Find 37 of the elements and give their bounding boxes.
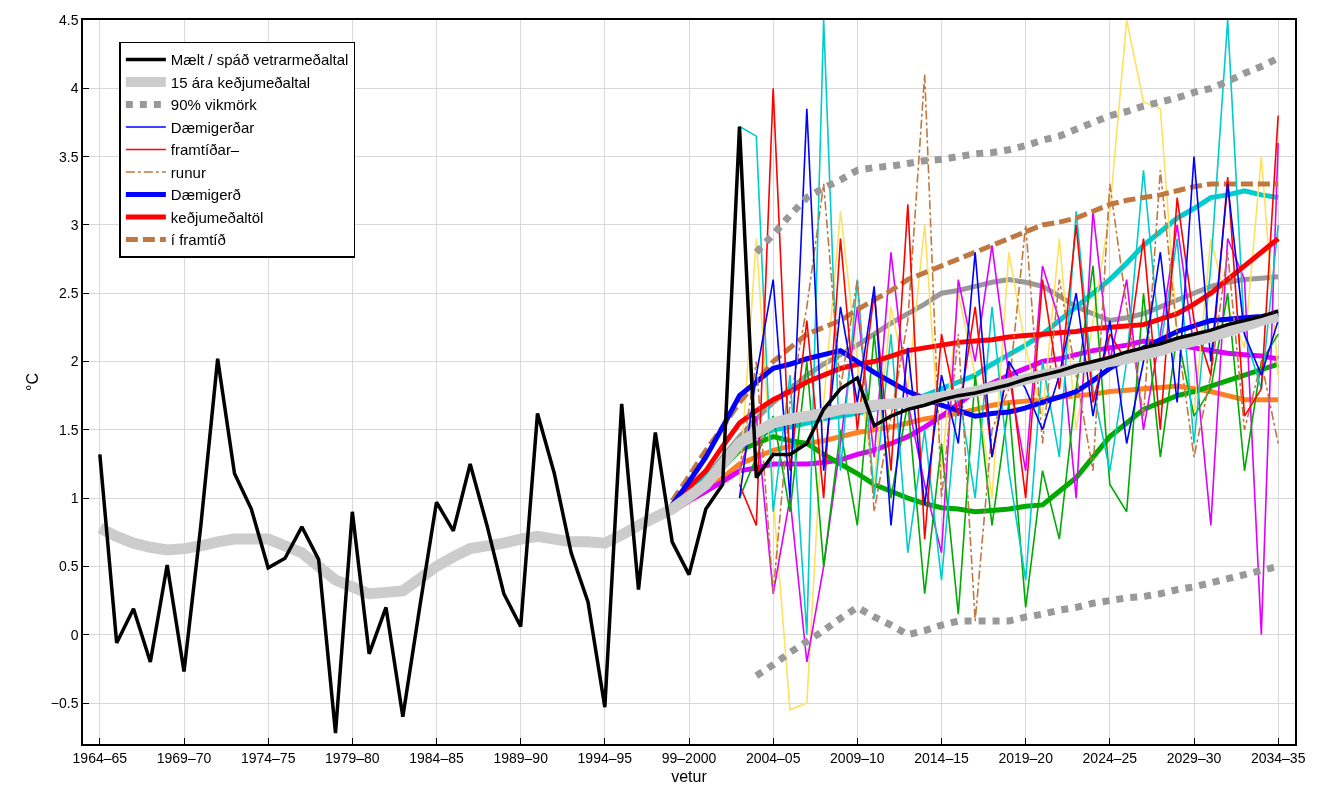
x-tick-label: 2029–30 [1166, 749, 1222, 766]
x-tick-label: 1984–85 [409, 749, 464, 766]
x-tick-label: 2004–05 [745, 749, 801, 766]
x-tick-label: 1964–65 [72, 749, 128, 766]
y-tick-label: 0 [70, 626, 79, 643]
legend-label: Dæmigerð [170, 186, 241, 204]
y-tick-label: 2.5 [58, 285, 79, 302]
y-tick-label: 4.5 [58, 11, 79, 28]
x-tick-label: 2009–10 [830, 749, 885, 766]
x-axis-title: vetur [671, 767, 708, 785]
y-tick-label: 1 [70, 490, 79, 507]
x-tick-label: 2019–20 [998, 749, 1054, 766]
y-tick-label: −0.5 [50, 694, 79, 711]
y-tick-label: 3.5 [58, 148, 79, 165]
y-axis-title: °C [24, 373, 42, 391]
x-tick-label: 1969–70 [156, 749, 212, 766]
legend-label: Mælt / spáð vetrarmeðaltal [170, 51, 349, 69]
x-tick-label: 2024–25 [1082, 749, 1138, 766]
x-tick-label: 1989–90 [493, 749, 549, 766]
legend-label: 15 ára keðjumeðaltal [170, 73, 311, 91]
y-tick-label: 0.5 [58, 558, 79, 575]
legend-label: keðjumeðaltöl [170, 208, 264, 226]
x-tick-label: 2034–35 [1250, 749, 1306, 766]
legend-label: Dæmigerðar [170, 118, 255, 136]
legend-label: 90% vikmörk [170, 96, 258, 114]
x-tick-label: 1994–95 [577, 749, 633, 766]
y-tick-label: 2 [70, 353, 79, 370]
x-tick-label: 99–2000 [661, 749, 717, 766]
legend-label: runur [170, 163, 206, 181]
x-tick-label: 2014–15 [914, 749, 969, 766]
y-tick-label: 1.5 [58, 421, 79, 438]
x-tick-label: 1979–80 [325, 749, 380, 766]
legend-label: í framtíð [170, 231, 226, 249]
y-tick-label: 4 [70, 80, 79, 97]
y-tick-label: 3 [70, 216, 79, 233]
x-tick-label: 1974–75 [240, 749, 296, 766]
legend-label: framtíðar– [170, 141, 240, 159]
